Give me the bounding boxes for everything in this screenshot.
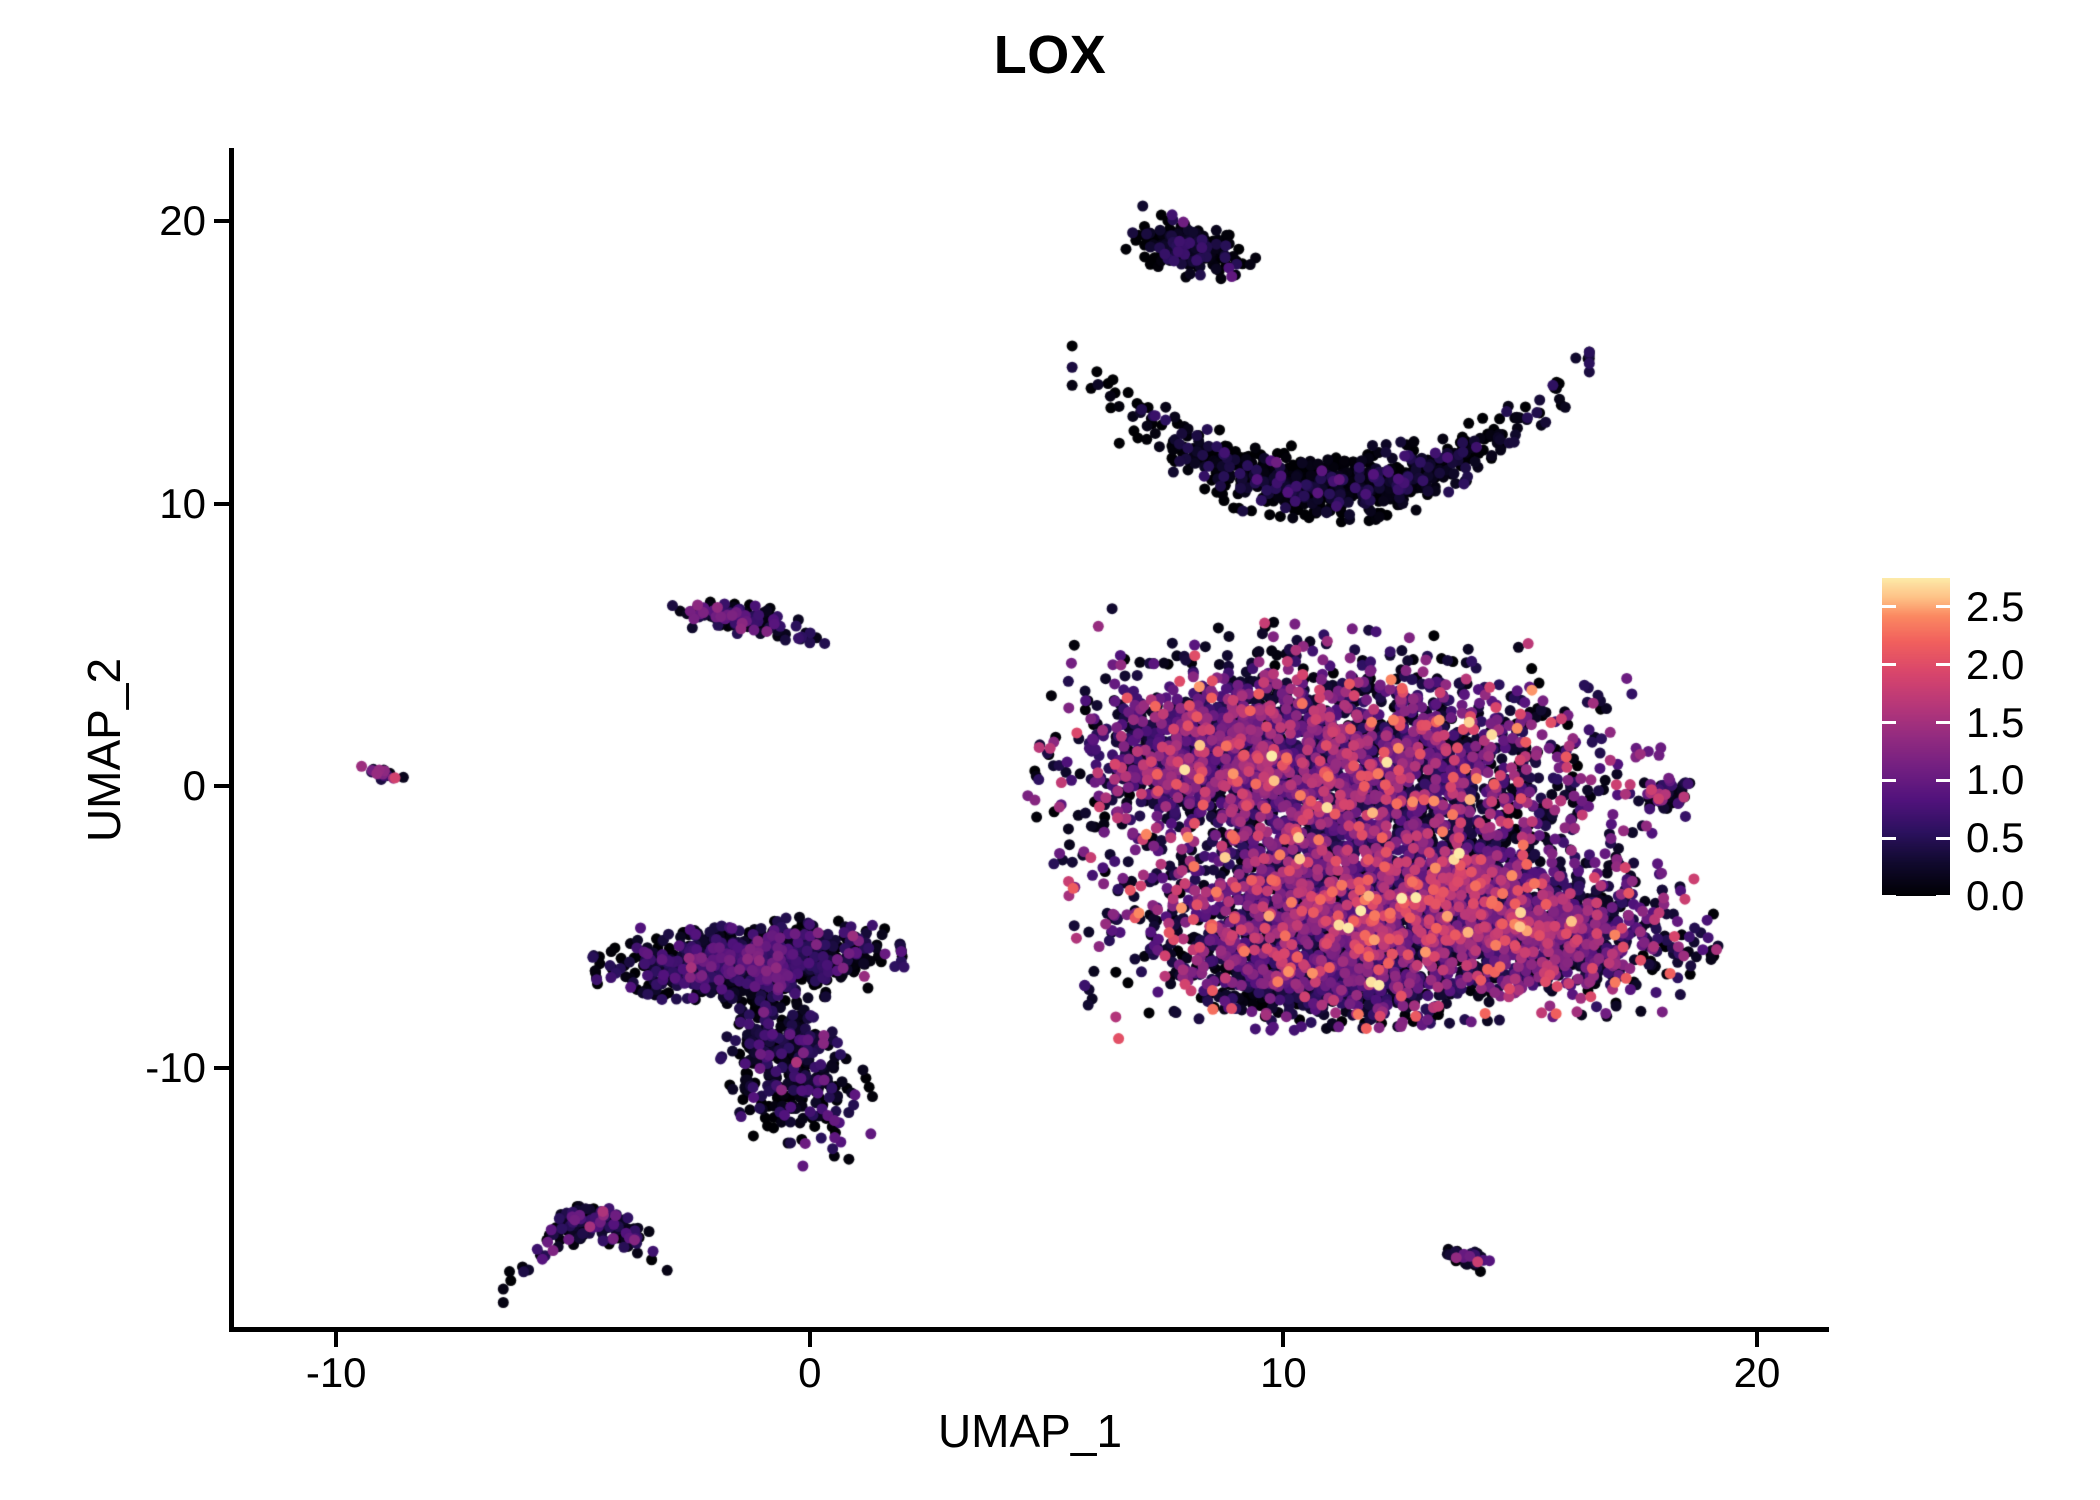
y-axis-line bbox=[229, 148, 234, 1332]
colorbar-tick-label: 0.5 bbox=[1966, 814, 2025, 862]
colorbar-tick-mark bbox=[1936, 778, 1950, 782]
colorbar-tick-mark bbox=[1882, 721, 1896, 725]
scatter-points-canvas bbox=[232, 148, 1828, 1328]
colorbar-tick-mark bbox=[1936, 605, 1950, 609]
colorbar-tick-label: 1.5 bbox=[1966, 698, 2025, 746]
colorbar-tick-mark bbox=[1882, 894, 1896, 898]
y-tick-label: -10 bbox=[145, 1044, 206, 1092]
y-tick-label: 20 bbox=[159, 197, 206, 245]
x-tick-mark bbox=[334, 1332, 339, 1347]
page-title: LOX bbox=[993, 25, 1107, 85]
colorbar-tick-mark bbox=[1882, 778, 1896, 782]
x-tick-label: 10 bbox=[1260, 1349, 1307, 1396]
colorbar-gradient bbox=[1882, 578, 1950, 896]
y-tick-mark bbox=[214, 783, 229, 788]
colorbar-tick-mark bbox=[1882, 663, 1896, 667]
colorbar-tick-label: 2.5 bbox=[1966, 582, 2025, 630]
y-tick-mark bbox=[214, 501, 229, 506]
x-tick-mark bbox=[1754, 1332, 1759, 1347]
colorbar-tick-mark bbox=[1882, 605, 1896, 609]
y-axis-label: UMAP_2 bbox=[78, 657, 131, 843]
x-tick-label: 20 bbox=[1733, 1349, 1781, 1396]
colorbar-tick-mark bbox=[1936, 836, 1950, 840]
x-tick-mark bbox=[1281, 1332, 1286, 1347]
colorbar-tick-label: 1.0 bbox=[1966, 756, 2025, 804]
y-tick-label: 10 bbox=[159, 479, 206, 527]
colorbar-tick-mark bbox=[1936, 894, 1950, 898]
y-tick-mark bbox=[214, 1066, 229, 1071]
colorbar-tick-mark bbox=[1882, 836, 1896, 840]
colorbar-tick-mark bbox=[1936, 663, 1950, 667]
x-tick-label: 0 bbox=[798, 1349, 822, 1396]
x-axis-line bbox=[232, 1327, 1829, 1332]
colorbar-legend: 0.0 0.5 1.0 1.5 2.0 2.5 bbox=[1882, 578, 2082, 917]
x-tick-label: -10 bbox=[305, 1349, 367, 1396]
colorbar-tick-mark bbox=[1936, 721, 1950, 725]
y-tick-mark bbox=[214, 219, 229, 224]
colorbar-tick-label: 2.0 bbox=[1966, 640, 2025, 688]
y-tick-label: 0 bbox=[182, 761, 206, 809]
scatter-plot-panel bbox=[232, 148, 1828, 1328]
colorbar-tick-label: 0.0 bbox=[1966, 872, 2025, 919]
x-axis-label: UMAP_1 bbox=[937, 1405, 1123, 1457]
x-tick-mark bbox=[807, 1332, 812, 1347]
